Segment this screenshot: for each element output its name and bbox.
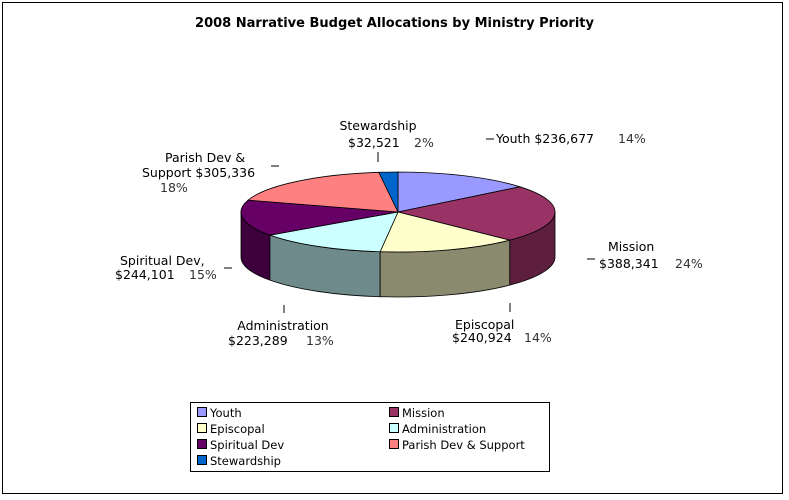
legend-swatch bbox=[197, 455, 207, 465]
data-label-administration-value: $223,289 bbox=[228, 333, 288, 348]
legend-swatch bbox=[389, 407, 399, 417]
chart-legend: Youth Mission Episcopal Administration S… bbox=[190, 402, 550, 472]
data-label-episcopal-value: $240,924 bbox=[452, 330, 512, 345]
data-label-administration-pct: 13% bbox=[306, 333, 334, 348]
legend-item-episcopal: Episcopal bbox=[197, 422, 265, 436]
data-label-youth-pct: 14% bbox=[618, 131, 646, 146]
data-label-parish-value: Support $305,336 bbox=[142, 165, 255, 180]
legend-swatch bbox=[197, 423, 207, 433]
legend-item-stewardship: Stewardship bbox=[197, 454, 281, 468]
chart-title: 2008 Narrative Budget Allocations by Min… bbox=[195, 16, 594, 31]
pie-chart: Stewardship $32,521 2% Youth $236,677 14… bbox=[115, 118, 703, 348]
pie-slice-episcopal bbox=[379, 211, 510, 253]
data-label-episcopal-pct: 14% bbox=[524, 330, 552, 345]
legend-swatch bbox=[389, 423, 399, 433]
data-label-mission-pct: 24% bbox=[675, 256, 703, 271]
data-label-mission-name: Mission bbox=[608, 239, 654, 254]
data-label-spiritual-name: Spiritual Dev, bbox=[120, 253, 205, 268]
data-label-stewardship-pct: 2% bbox=[414, 135, 434, 150]
pie-slice-parish-dev-support bbox=[247, 171, 399, 213]
legend-item-parish-dev: Parish Dev & Support bbox=[389, 438, 525, 452]
pie-tops bbox=[240, 171, 556, 253]
data-label-parish-name: Parish Dev & bbox=[165, 150, 245, 165]
data-label-parish-pct: 18% bbox=[160, 180, 188, 195]
legend-swatch bbox=[197, 407, 207, 417]
legend-item-mission: Mission bbox=[389, 406, 445, 420]
legend-item-administration: Administration bbox=[389, 422, 486, 436]
data-label-spiritual-value: $244,101 bbox=[115, 267, 175, 282]
legend-item-spiritual-dev: Spiritual Dev bbox=[197, 438, 284, 452]
data-label-mission-value: $388,341 bbox=[599, 256, 659, 271]
pie-slice-youth bbox=[397, 171, 522, 213]
pie-slice-mission bbox=[397, 186, 556, 241]
data-label-episcopal-name: Episcopal bbox=[455, 317, 514, 332]
data-label-stewardship-name: Stewardship bbox=[339, 118, 416, 133]
data-label-stewardship-value: $32,521 bbox=[348, 135, 400, 150]
leader-lines bbox=[224, 138, 595, 313]
data-label-administration-name: Administration bbox=[237, 318, 328, 333]
pie-slice-administration bbox=[268, 211, 399, 253]
data-label-youth-value: Youth $236,677 bbox=[495, 131, 594, 146]
legend-swatch bbox=[197, 439, 207, 449]
pie-slice-stewardship bbox=[378, 171, 399, 213]
legend-item-youth: Youth bbox=[197, 406, 242, 420]
legend-swatch bbox=[389, 439, 399, 449]
data-label-spiritual-pct: 15% bbox=[189, 267, 217, 282]
